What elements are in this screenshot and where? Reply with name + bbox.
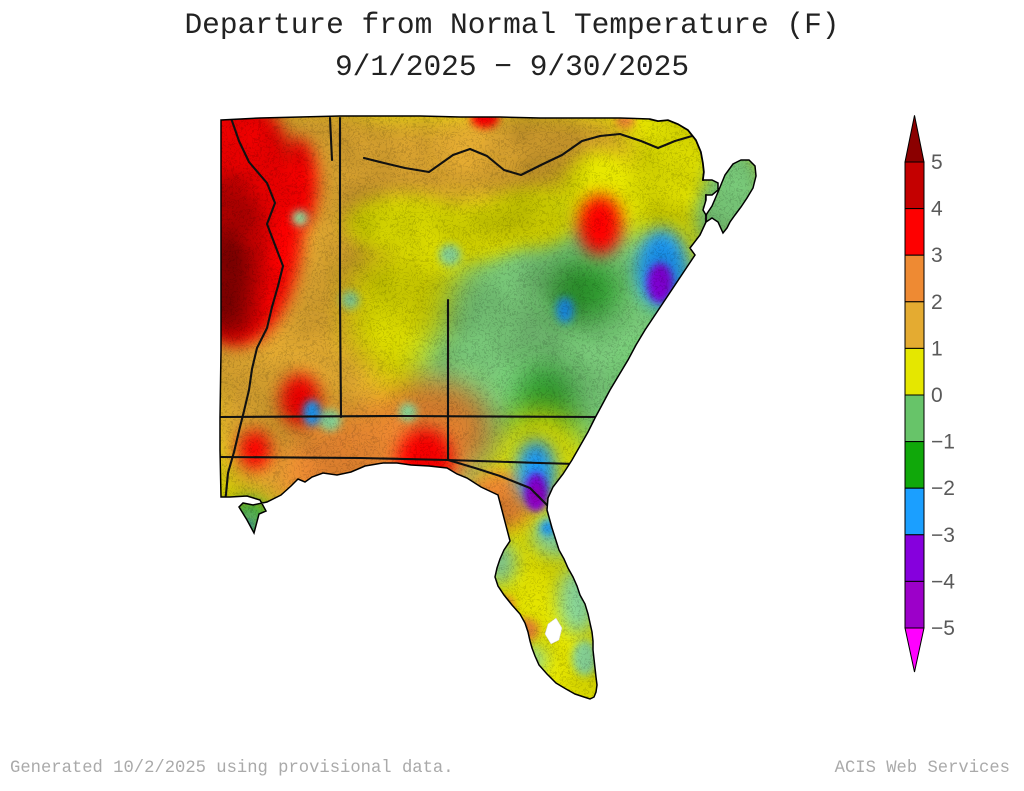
svg-text:−1: −1 xyxy=(931,431,955,454)
svg-text:−5: −5 xyxy=(931,617,955,640)
svg-text:5: 5 xyxy=(931,151,943,174)
svg-text:−3: −3 xyxy=(931,524,955,547)
svg-text:0: 0 xyxy=(931,384,943,407)
svg-text:4: 4 xyxy=(931,198,943,221)
svg-text:−4: −4 xyxy=(931,570,955,593)
svg-text:−2: −2 xyxy=(931,477,955,500)
svg-text:2: 2 xyxy=(931,291,943,314)
svg-text:3: 3 xyxy=(931,244,943,267)
svg-text:1: 1 xyxy=(931,337,943,360)
